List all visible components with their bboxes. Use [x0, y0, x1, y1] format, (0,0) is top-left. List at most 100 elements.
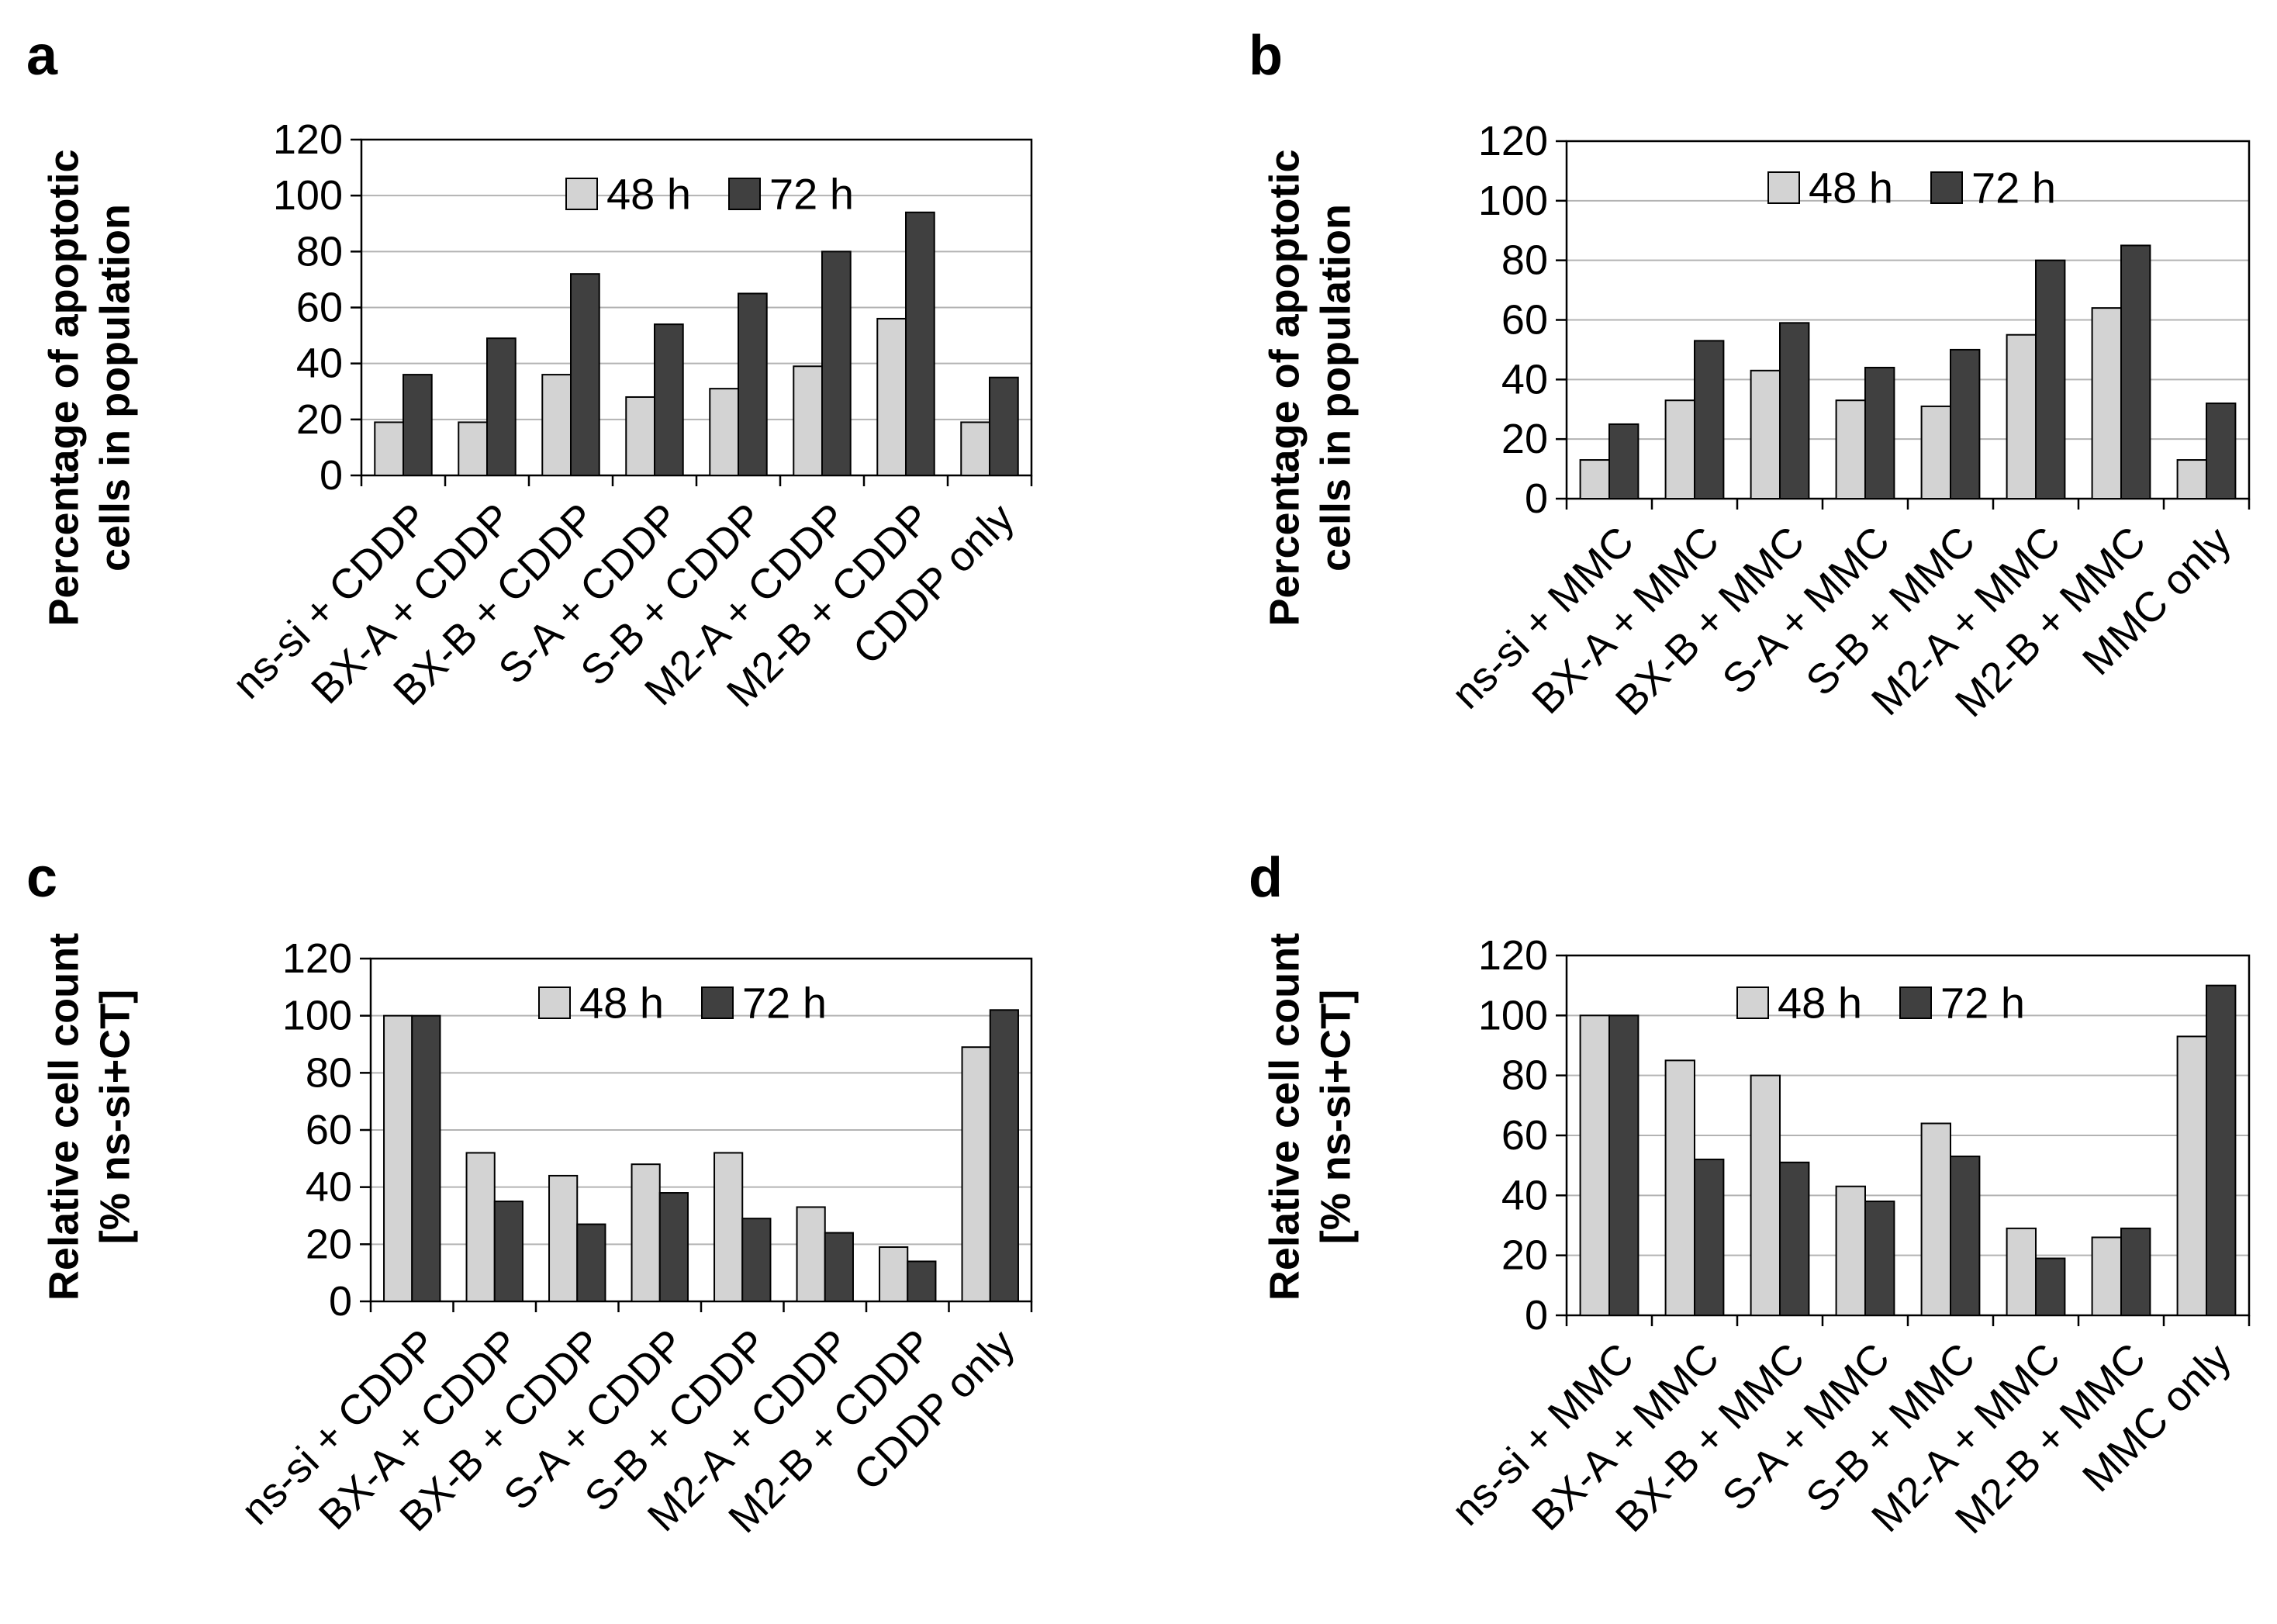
y-tick-label: 40 [306, 1164, 352, 1211]
bar-72h [824, 1232, 854, 1302]
y-axis-label-line-1: Relative cell count [40, 933, 87, 1301]
legend: 48 h 72 h [565, 170, 854, 219]
y-tick-label: 80 [296, 228, 343, 275]
y-axis-label-line-2: [% ns-si+CT] [92, 990, 138, 1245]
bar-72h [2206, 403, 2237, 499]
bar-72h [2120, 1227, 2151, 1317]
y-tick-label: 60 [1501, 1112, 1548, 1159]
y-tick-label: 40 [1501, 1172, 1548, 1218]
bar-72h [1864, 366, 1895, 500]
y-tick-label: 120 [1478, 118, 1548, 164]
bar-48h [548, 1174, 579, 1303]
bar-48h [2176, 459, 2208, 500]
legend-label: 48 h [1809, 164, 1893, 213]
legend-swatch-48h [1767, 171, 1800, 204]
bar-72h [658, 1192, 689, 1302]
legend-label: 72 h [1940, 979, 2025, 1028]
legend: 48 h 72 h [1767, 164, 2056, 213]
bar-48h [793, 365, 824, 476]
bar-48h [541, 374, 572, 476]
bar-72h [1779, 1161, 1810, 1317]
y-axis-label-line-2: [% ns-si+CT] [1312, 990, 1359, 1245]
y-tick-label: 80 [1501, 237, 1548, 284]
legend-swatch-72h [1899, 986, 1932, 1019]
bar-72h [1864, 1201, 1895, 1316]
bar-72h [989, 1009, 1019, 1303]
panel-letter: b [1249, 25, 1283, 87]
bar-48h [1579, 1014, 1610, 1317]
bar-48h [1664, 1059, 1696, 1317]
bar-48h [796, 1206, 826, 1302]
bar-48h [1920, 405, 1952, 499]
y-tick-label: 0 [320, 452, 343, 499]
legend-label: 48 h [1778, 979, 1862, 1028]
bar-48h [714, 1152, 744, 1303]
bar-72h [1694, 1158, 1725, 1317]
bar-48h [383, 1014, 413, 1302]
bar-48h [374, 421, 404, 476]
bar-72h [1608, 1014, 1640, 1317]
legend: 48 h 72 h [1736, 979, 2025, 1028]
bar-72h [2035, 259, 2066, 499]
panel-letter: d [1249, 847, 1283, 909]
legend-swatch-72h [701, 986, 734, 1019]
bar-72h [1608, 423, 1640, 499]
y-tick-label: 60 [306, 1107, 352, 1153]
y-tick-label: 120 [273, 116, 343, 163]
legend-swatch-48h [565, 178, 598, 210]
bar-72h [1694, 340, 1725, 499]
bar-72h [2035, 1257, 2066, 1316]
y-tick-label: 60 [296, 285, 343, 331]
legend-label: 48 h [606, 170, 691, 219]
bar-72h [493, 1201, 523, 1303]
bar-72h [654, 323, 684, 476]
bar-48h [631, 1163, 661, 1302]
bar-48h [2091, 1236, 2123, 1317]
y-tick-label: 120 [282, 935, 352, 982]
bar-48h [960, 421, 991, 476]
bar-72h [989, 376, 1019, 477]
bar-48h [458, 421, 489, 476]
bar-48h [1750, 1074, 1781, 1316]
bar-72h [2120, 244, 2151, 499]
bar-48h [1579, 459, 1610, 500]
legend-label: 72 h [742, 979, 827, 1028]
bar-72h [907, 1260, 937, 1303]
legend: 48 h 72 h [538, 979, 827, 1028]
bar-72h [1779, 322, 1810, 500]
bar-48h [1835, 1185, 1867, 1316]
y-tick-label: 100 [273, 172, 343, 219]
legend-swatch-72h [728, 178, 761, 210]
y-tick-label: 20 [296, 396, 343, 443]
bar-48h [2091, 307, 2123, 499]
bar-48h [2006, 333, 2037, 500]
bar-48h [1750, 369, 1781, 499]
bar-72h [821, 251, 852, 476]
legend-swatch-48h [1736, 986, 1769, 1019]
y-tick-label: 20 [306, 1221, 352, 1267]
y-tick-label: 100 [1478, 992, 1548, 1038]
bar-72h [403, 374, 433, 476]
y-axis-label-line-1: Percentage of apoptotic [40, 149, 87, 626]
bar-72h [741, 1218, 772, 1303]
y-tick-label: 60 [1501, 297, 1548, 344]
y-tick-label: 40 [296, 340, 343, 387]
bar-72h [905, 211, 935, 476]
bar-72h [1950, 1156, 1981, 1316]
bar-48h [2006, 1227, 2037, 1317]
legend-label: 48 h [579, 979, 664, 1028]
y-tick-label: 40 [1501, 356, 1548, 403]
legend-label: 72 h [1971, 164, 2056, 213]
y-tick-label: 0 [329, 1278, 352, 1325]
bar-48h [876, 317, 907, 476]
bar-48h [465, 1152, 496, 1303]
y-axis-label-line-2: cells in population [92, 204, 138, 572]
bar-48h [2176, 1035, 2208, 1317]
bar-72h [738, 292, 768, 477]
bar-48h [1664, 399, 1696, 499]
y-tick-label: 20 [1501, 1232, 1548, 1279]
legend-swatch-72h [1930, 171, 1963, 204]
bar-72h [576, 1223, 606, 1303]
y-tick-label: 100 [1478, 178, 1548, 224]
